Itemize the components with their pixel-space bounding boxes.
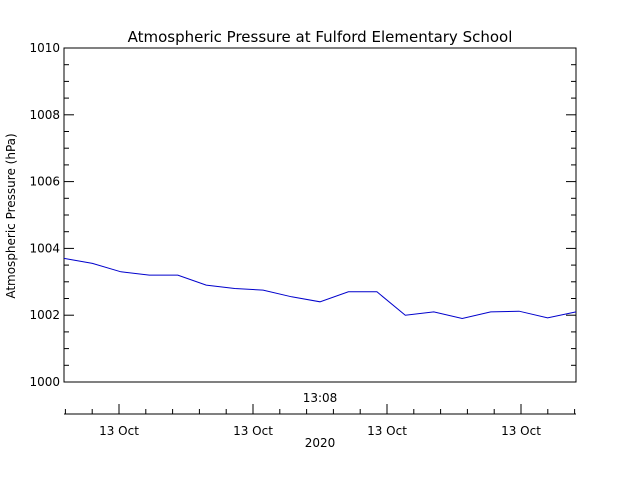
time-label: 13:08	[303, 391, 338, 405]
x-tick-label: 13 Oct	[501, 424, 541, 438]
y-tick-label: 1010	[29, 41, 60, 55]
y-tick-label: 1000	[29, 375, 60, 389]
x-ticks	[64, 404, 576, 414]
x-tick-labels: 13 Oct 13 Oct 13 Oct 13 Oct	[99, 424, 541, 438]
x-tick-label: 13 Oct	[367, 424, 407, 438]
y-tick-label: 1004	[29, 241, 60, 255]
y-tick-label: 1008	[29, 108, 60, 122]
y-tick-labels: 1000 1002 1004 1006 1008 1010	[29, 41, 60, 389]
chart-title: Atmospheric Pressure at Fulford Elementa…	[128, 28, 513, 46]
y-ticks	[64, 47, 576, 383]
y-tick-label: 1006	[29, 175, 60, 189]
y-axis-label: Atmospheric Pressure (hPa)	[4, 133, 18, 298]
series-line	[63, 257, 577, 320]
plot-frame	[63, 47, 577, 383]
x-axis-label: 2020	[305, 436, 336, 450]
x-tick-label: 13 Oct	[233, 424, 273, 438]
x-tick-label: 13 Oct	[99, 424, 139, 438]
y-tick-label: 1002	[29, 308, 60, 322]
